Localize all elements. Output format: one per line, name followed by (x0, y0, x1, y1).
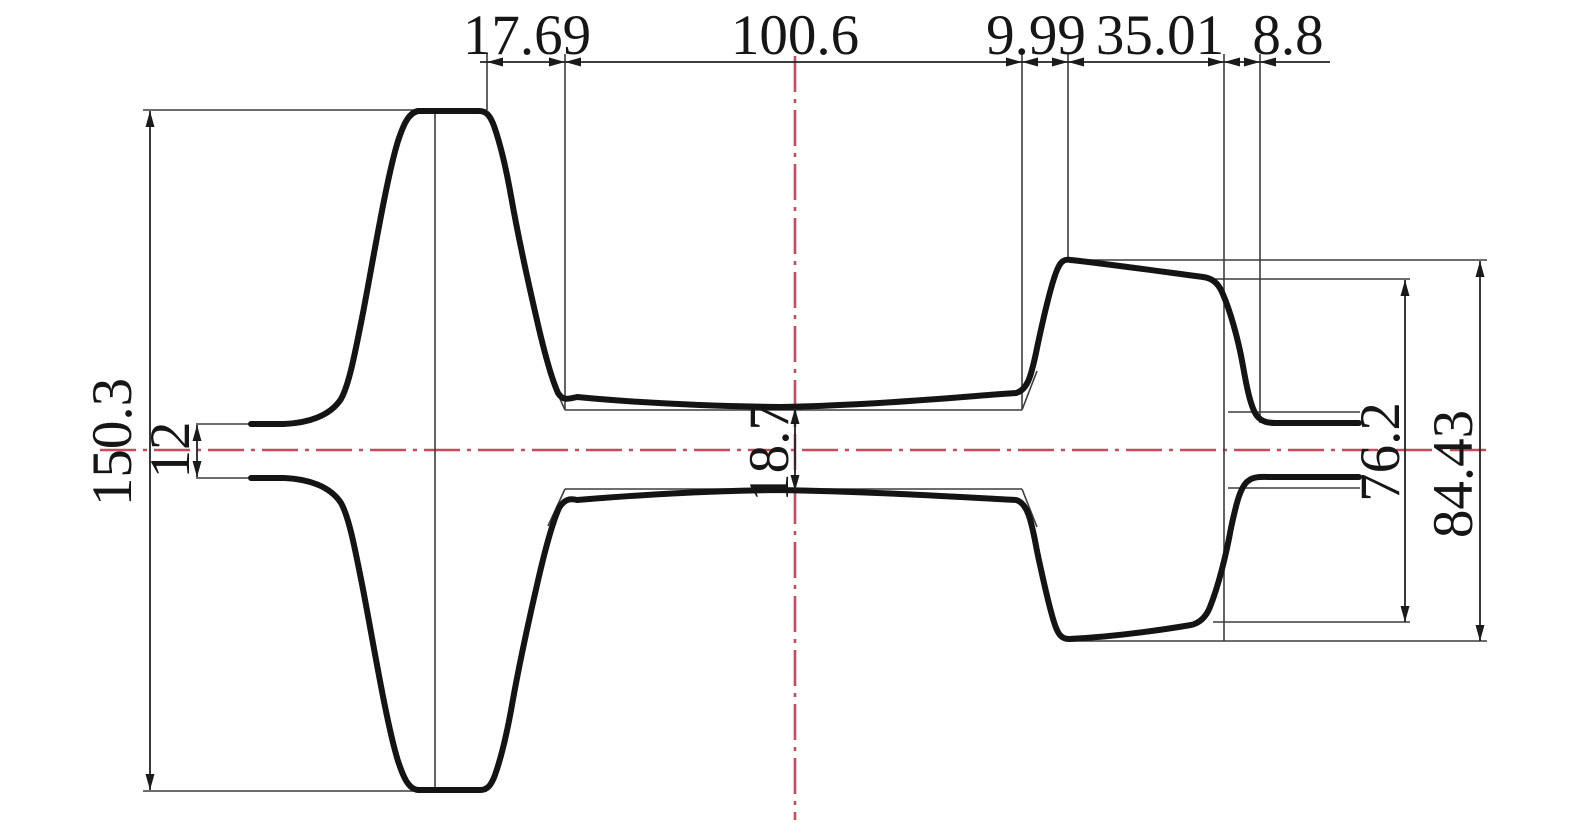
dimension-label-150-3: 150.3 (81, 378, 144, 506)
dimension-label-35-01: 35.01 (1096, 4, 1224, 67)
dimension-label-18-7: 18.7 (738, 402, 801, 502)
dimension-label-84-43: 84.43 (1422, 410, 1485, 538)
design-corner-web-bottom-right (1021, 488, 1038, 528)
dimension-label-8-8: 8.8 (1252, 4, 1323, 67)
forged-profile-upper (248, 108, 1362, 427)
forged-profile-lower (248, 473, 1362, 793)
design-corner-web-top-right (1021, 370, 1038, 411)
dimension-arrowheads-left (487, 57, 1276, 67)
dimension-label-100-6: 100.6 (731, 4, 859, 67)
dimension-label-12: 12 (139, 422, 202, 479)
dimension-label-76-2: 76.2 (1349, 402, 1412, 502)
dimension-label-17-69: 17.69 (463, 4, 591, 67)
dimension-label-9-99: 9.99 (986, 4, 1086, 67)
